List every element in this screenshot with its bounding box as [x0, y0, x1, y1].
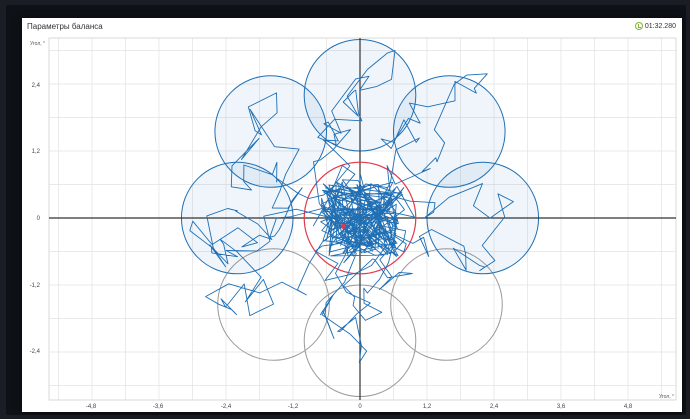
x-tick-label: 0 [358, 404, 362, 410]
y-tick-label: 2,4 [32, 83, 41, 89]
x-tick-label: 4,8 [624, 404, 633, 410]
x-tick-label: -2,4 [221, 404, 232, 410]
y-tick-label: -2,4 [30, 349, 41, 355]
current-position-marker [340, 223, 346, 229]
x-tick-label: 3,6 [557, 404, 566, 410]
target-circle-reached [392, 75, 506, 188]
clock-icon [634, 22, 643, 30]
x-tick-label: 1,2 [423, 404, 432, 410]
panel-title: Параметры баланса [27, 22, 103, 31]
y-tick-label: -1,2 [30, 283, 41, 289]
y-tick-label: 1,2 [32, 149, 41, 155]
y-tick-label: 0 [37, 216, 41, 222]
center-target-circle [303, 161, 417, 275]
balance-chart[interactable]: -4,8 -3,6 -2,4 -1,2 0 1,2 2,4 3,6 4,8 2,4 1,2 0 -1,2… [22, 18, 682, 412]
x-tick-label: -4,8 [86, 404, 97, 410]
x-tick-label: -3,6 [153, 404, 164, 410]
timer: 01:32.280 [634, 22, 676, 30]
x-tick-label: -1,2 [288, 404, 299, 410]
target-circle-pending [390, 248, 503, 361]
timer-value: 01:32.280 [644, 22, 676, 30]
x-axis-label: Угол, ° [659, 394, 674, 400]
target-circle-pending [217, 248, 330, 361]
target-circle-reached [214, 75, 328, 188]
x-tick-label: 2,4 [490, 404, 499, 410]
y-axis-label: Угол, ° [30, 41, 45, 47]
balance-trace [189, 50, 514, 364]
balance-panel: Параметры баланса 01:32.280 -4,8 -3,6 -2,4… [22, 18, 682, 412]
